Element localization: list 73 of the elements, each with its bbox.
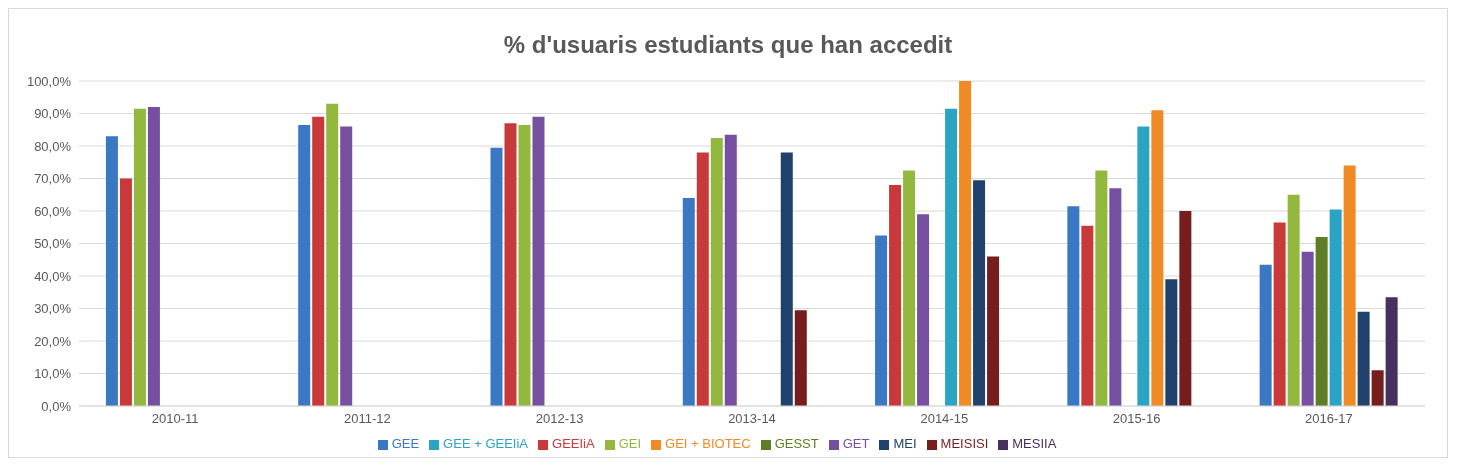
bar xyxy=(518,124,531,406)
y-tick-label: 20,0% xyxy=(34,333,72,349)
y-tick-label: 50,0% xyxy=(34,236,72,252)
bar xyxy=(119,178,132,406)
bar xyxy=(312,116,325,406)
bar xyxy=(133,108,146,406)
bar xyxy=(1329,209,1342,406)
bar xyxy=(987,256,1000,406)
bar xyxy=(780,152,793,406)
bar xyxy=(1343,165,1356,406)
legend-label: GEE + GEEIiA xyxy=(443,436,529,451)
x-tick-label: 2011-12 xyxy=(344,411,391,427)
legend-label: GET xyxy=(842,436,870,451)
x-tick-label: 2015-16 xyxy=(1112,411,1161,427)
bar xyxy=(1165,279,1178,406)
bar xyxy=(696,152,709,406)
bar xyxy=(903,170,916,406)
bar xyxy=(1081,225,1094,406)
bar xyxy=(724,134,737,406)
y-tick-label: 30,0% xyxy=(34,301,72,317)
legend-label: MEI xyxy=(893,436,917,451)
bar xyxy=(682,198,695,406)
bar xyxy=(105,136,118,406)
legend-label: GESST xyxy=(774,436,819,451)
bar xyxy=(959,81,972,406)
bar xyxy=(917,214,930,406)
y-tick-label: 0,0% xyxy=(41,398,72,414)
y-tick-label: 80,0% xyxy=(34,138,72,154)
y-tick-label: 40,0% xyxy=(34,268,72,284)
bar xyxy=(710,137,723,406)
bar xyxy=(147,107,160,406)
bar xyxy=(326,103,339,406)
bar xyxy=(490,147,503,406)
bar xyxy=(973,180,986,406)
chart-title: % d'usuaris estudiants que han accedit xyxy=(502,30,954,60)
x-tick-label: 2013-14 xyxy=(728,411,776,427)
legend-label: GEE xyxy=(391,436,420,451)
y-tick-label: 60,0% xyxy=(34,203,72,219)
legend-label: GEEIiA xyxy=(552,436,595,451)
x-tick-label: 2012-13 xyxy=(535,411,584,427)
y-tick-label: 90,0% xyxy=(34,106,72,122)
y-tick-label: 70,0% xyxy=(34,171,72,187)
bar xyxy=(1095,170,1108,406)
bar xyxy=(1287,194,1300,406)
bar xyxy=(1109,188,1122,406)
bar xyxy=(1357,311,1370,406)
legend-label: MEISISI xyxy=(940,436,989,451)
bar xyxy=(1067,206,1080,406)
bar xyxy=(504,123,517,406)
x-tick-label: 2014-15 xyxy=(920,411,969,427)
bar xyxy=(1259,264,1272,406)
bar xyxy=(298,124,311,406)
bar xyxy=(340,126,353,406)
bar xyxy=(1315,237,1328,406)
y-tick-label: 100,0% xyxy=(26,73,72,89)
bar xyxy=(532,116,545,406)
bar xyxy=(945,108,958,406)
bar xyxy=(1179,211,1192,406)
x-tick-label: 2010-11 xyxy=(151,411,199,427)
bar xyxy=(794,310,807,406)
bar xyxy=(1137,126,1150,406)
y-tick-label: 10,0% xyxy=(34,366,72,382)
legend-label: GEI + BIOTEC xyxy=(665,436,751,451)
legend-label: GEI xyxy=(618,436,642,451)
bar xyxy=(1273,222,1286,406)
bar xyxy=(875,235,888,406)
bar xyxy=(1301,251,1314,406)
legend-label: MESIIA xyxy=(1012,436,1057,451)
x-tick-label: 2016-17 xyxy=(1305,411,1353,427)
bar xyxy=(889,185,902,406)
bar xyxy=(1385,297,1398,406)
bar xyxy=(1151,110,1164,406)
bar xyxy=(1371,370,1384,406)
